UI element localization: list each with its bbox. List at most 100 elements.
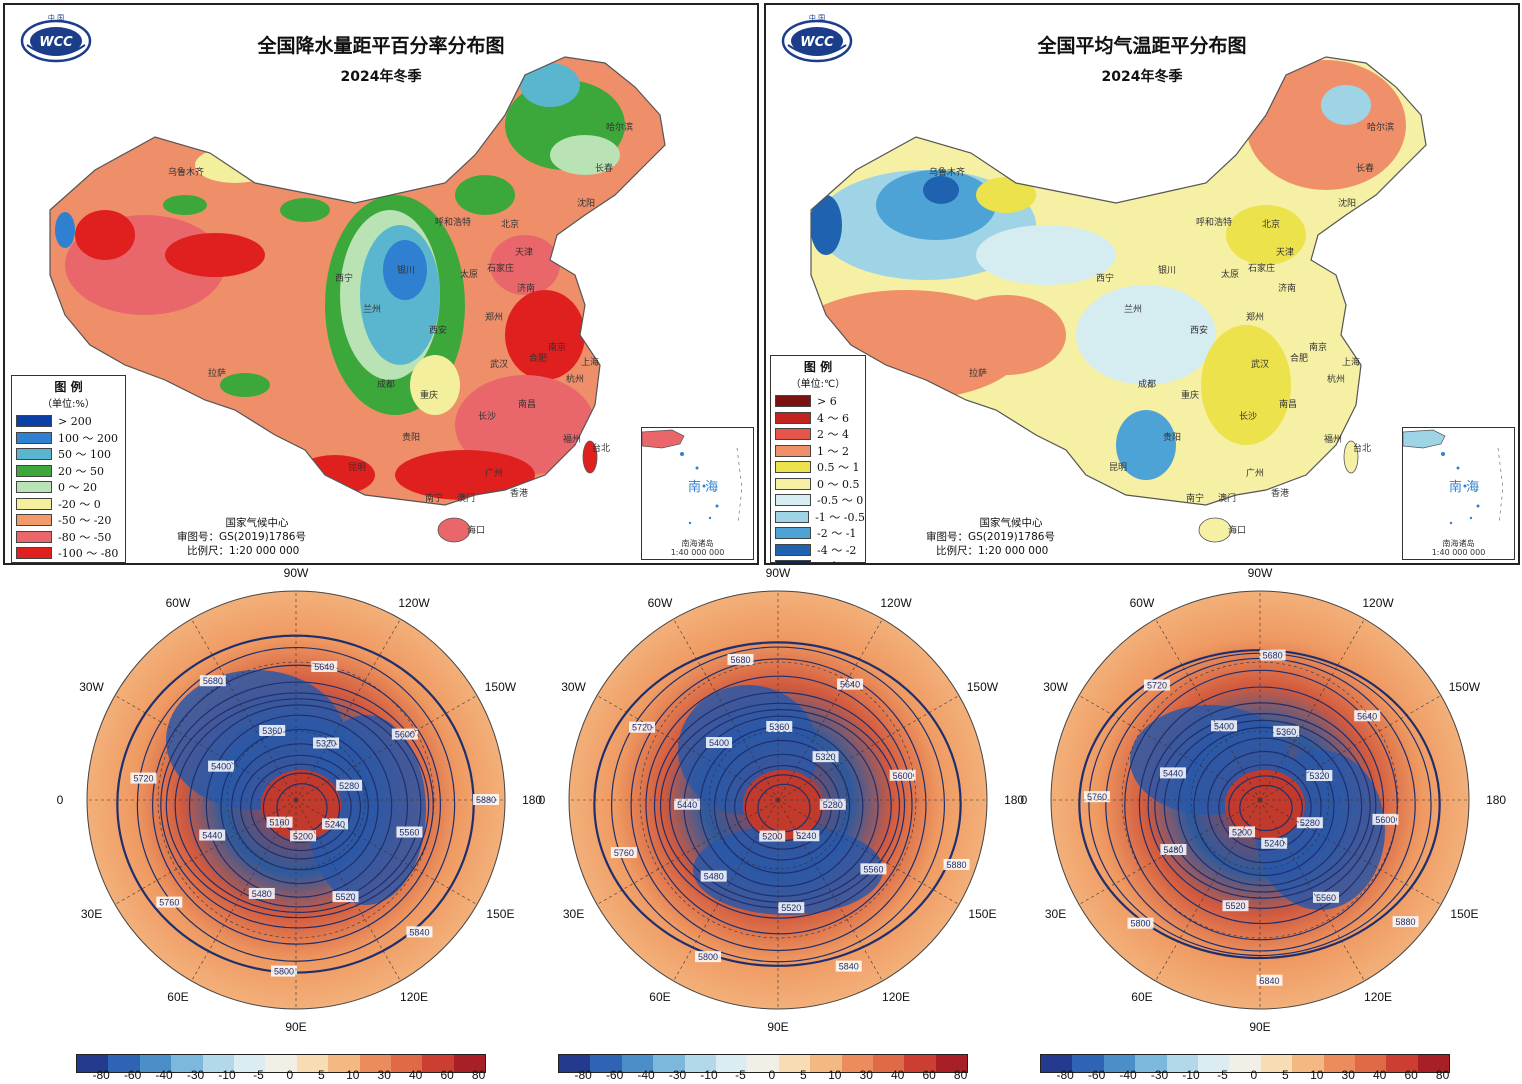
contour-label: 5280 <box>339 781 359 791</box>
colorbar-segment <box>1386 1055 1418 1072</box>
height-contour <box>1207 750 1322 864</box>
meridian-line <box>1155 799 1261 982</box>
legend-label: 100 ～ 200 <box>58 431 118 445</box>
city-label: 沈阳 <box>577 199 596 209</box>
colorbar-segment <box>171 1055 203 1072</box>
contour-label: 5720 <box>1147 681 1167 691</box>
colorbar-tick-label: 30 <box>859 1068 873 1082</box>
wcc-logo-icon: WCC 中 国 <box>20 13 92 63</box>
south-china-sea-inset: 南 海 南海诸岛 1:40 000 000 <box>641 427 754 560</box>
city-label: 长春 <box>595 164 614 174</box>
legend-label: 4 ～ 6 <box>817 411 849 425</box>
meridian-line <box>1259 799 1442 905</box>
city-label: 沈阳 <box>1338 199 1357 209</box>
contour-label: 5560 <box>863 864 883 874</box>
colorbar-ticks: -80 -60 -40 -30 -10 -5 0 5 10 30 40 60 80 <box>558 1068 968 1084</box>
city-label: 西安 <box>429 326 448 336</box>
city-label: 拉萨 <box>208 369 227 379</box>
colorbar-segment <box>1072 1055 1104 1072</box>
colorbar-tick-label: 0 <box>286 1068 294 1082</box>
credit-scale: 比例尺：1:20 000 000 <box>936 545 1049 557</box>
contour-label: 5440 <box>202 831 222 841</box>
longitude-label: 120E <box>882 989 911 1004</box>
city-label: 海口 <box>1228 526 1247 536</box>
height-contour <box>1193 737 1335 877</box>
longitude-label: 120W <box>880 596 912 611</box>
legend-label: -1 ～ -0.5 <box>815 510 865 524</box>
colorbar-segment <box>233 1055 266 1072</box>
contour-label: 5520 <box>781 903 801 913</box>
height-contour <box>188 704 409 908</box>
precip-credit: 国家气候中心 审图号：GS(2019)1786号 比例尺：1:20 000 00… <box>177 516 337 558</box>
meridian-line <box>777 618 883 801</box>
city-label: 贵阳 <box>402 433 421 443</box>
height-contour <box>653 691 906 919</box>
legend-swatch <box>16 415 52 428</box>
contour-label: 5600 <box>395 730 415 740</box>
colorbar-tick-label: 0 <box>768 1068 776 1082</box>
colorbar-segment <box>1166 1055 1198 1072</box>
legend-item: 100 ～ 200 <box>12 430 125 447</box>
height-contour <box>151 664 442 945</box>
longitude-label: 90W <box>765 566 791 580</box>
colorbar-tick-label: 40 <box>890 1068 905 1082</box>
legend-label: 0.5 ～ 1 <box>817 461 860 475</box>
legend-item: 1 ～ 2 <box>771 443 865 460</box>
colorbar-tick-label: 5 <box>317 1068 325 1082</box>
city-label: 兰州 <box>363 305 382 315</box>
longitude-label: 120E <box>400 989 429 1004</box>
longitude-label: 90E <box>1249 1020 1271 1034</box>
legend-swatch <box>775 395 811 408</box>
svg-text:中 国: 中 国 <box>809 13 825 22</box>
colorbar-tick-label: 10 <box>1310 1068 1324 1082</box>
legend-item: -4 ～ -2 <box>771 542 865 559</box>
colorbar-segment <box>422 1055 454 1072</box>
height-contour <box>160 681 434 929</box>
colorbar-tick-label: 60 <box>922 1068 936 1082</box>
precip-map-title: 全国降水量距平百分率分布图 <box>257 35 505 57</box>
longitude-label: 150E <box>1450 906 1479 921</box>
precip-map-title-block: 全国降水量距平百分率分布图 2024年冬季 <box>5 31 757 86</box>
inset-label: 南 海 <box>688 480 719 495</box>
legend-swatch <box>16 464 52 477</box>
meridian-line <box>295 799 401 982</box>
legend-swatch <box>775 444 811 457</box>
meridian-line <box>191 618 297 801</box>
colorbar-tick-label: -30 <box>1150 1068 1169 1082</box>
height-contour <box>250 763 352 852</box>
colorbar-tick-label: -10 <box>1182 1068 1200 1082</box>
legend-item: 0.5 ～ 1 <box>771 459 865 476</box>
height-contour <box>1218 764 1312 851</box>
city-label: 贵阳 <box>1163 433 1182 443</box>
colorbar-tick-label: 40 <box>408 1068 423 1082</box>
legend-label: -2 ～ -1 <box>817 527 857 541</box>
contour-label: 5560 <box>399 828 419 838</box>
height-contour <box>220 728 379 885</box>
meridian-line <box>1155 618 1261 801</box>
city-label: 呼和浩特 <box>1196 218 1233 228</box>
legend-swatch <box>775 461 811 474</box>
meridian-line <box>673 799 779 982</box>
colorbar-tick-label: 0 <box>1250 1068 1258 1082</box>
meridian-line <box>673 618 779 801</box>
legend-item: -100 ～ -80 <box>12 545 125 562</box>
colorbar-segment <box>1197 1055 1230 1072</box>
colorbar-tick-label: -5 <box>735 1068 746 1082</box>
legend-label: > 6 <box>817 394 837 408</box>
height-contour <box>174 698 422 913</box>
meridian-line <box>777 695 960 801</box>
colorbar-tick-label: 80 <box>953 1068 968 1082</box>
temp-map-title: 全国平均气温距平分布图 <box>1037 35 1247 57</box>
contour-label: 5640 <box>314 662 334 672</box>
city-label: 澳门 <box>457 494 476 504</box>
contour-label: 5200 <box>1232 827 1252 837</box>
inset-caption-block: 南海诸岛 1:40 000 000 <box>1403 539 1514 557</box>
city-label: 昆明 <box>348 463 367 473</box>
city-label: 南昌 <box>1279 400 1298 410</box>
colorbar-tick-label: 40 <box>1372 1068 1387 1082</box>
inset-caption: 南海诸岛 <box>1442 539 1475 548</box>
colorbar-segment <box>778 1055 811 1072</box>
legend-swatch <box>775 494 811 507</box>
city-label: 香港 <box>1271 489 1290 499</box>
wcc-logo-icon: WCC 中 国 <box>781 13 853 63</box>
